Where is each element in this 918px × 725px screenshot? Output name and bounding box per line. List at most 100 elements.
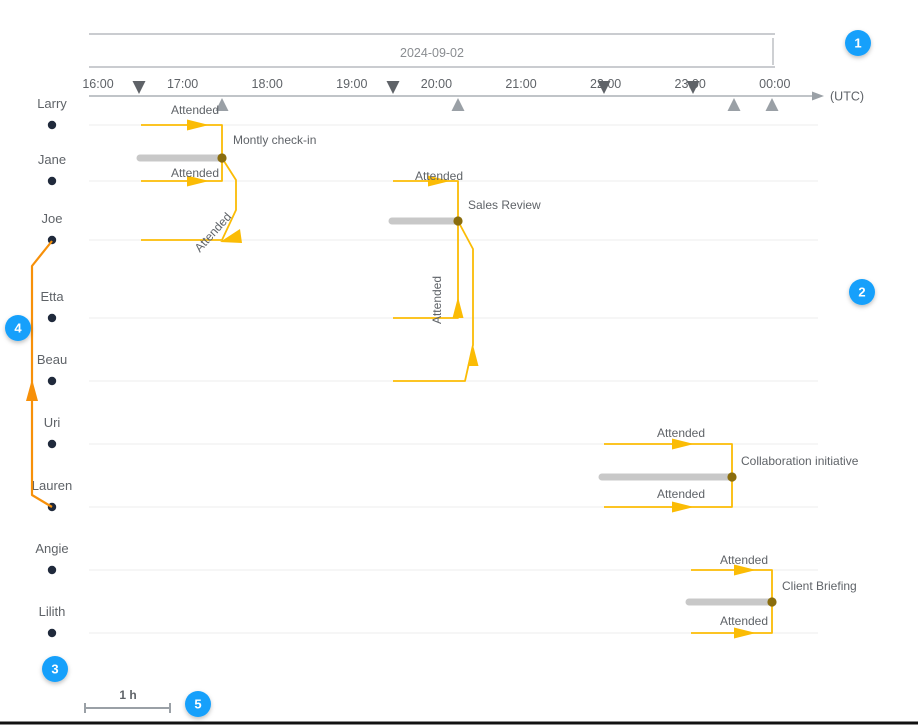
lane-label-etta: Etta xyxy=(40,289,64,304)
edge-client-briefing-lilith-label: Attended xyxy=(720,614,768,628)
axis-marker-up-3[interactable] xyxy=(727,98,741,111)
lane-label-angie: Angie xyxy=(35,541,68,556)
axis-tick-label-0: 16:00 xyxy=(82,77,113,91)
axis-tick-label-2: 18:00 xyxy=(252,77,283,91)
axis-marker-up-4[interactable] xyxy=(765,98,779,111)
lane-dot-larry[interactable] xyxy=(47,120,57,130)
edge-sales-review-etta-arrow-icon xyxy=(452,297,464,318)
event-anchor-sales-review[interactable] xyxy=(453,216,463,226)
edge-client-briefing-angie-label: Attended xyxy=(720,553,768,567)
edge-montly-check-in-joe-arrow-icon xyxy=(220,229,242,243)
axis-tick-label-5: 21:00 xyxy=(505,77,536,91)
edge-montly-check-in-joe-label: Attended xyxy=(192,210,235,255)
callout-badge-4[interactable]: 4 xyxy=(5,315,31,341)
edge-montly-check-in-joe[interactable] xyxy=(141,157,237,241)
lane-dot-beau[interactable] xyxy=(47,376,57,386)
axis-marker-up-2[interactable] xyxy=(451,98,465,111)
joe-to-lauren-connector-arrow-icon xyxy=(26,379,38,401)
event-anchor-montly-check-in[interactable] xyxy=(217,153,227,163)
edge-collaboration-initiative-lauren[interactable] xyxy=(604,477,733,508)
scalebar-label: 1 h xyxy=(119,688,136,702)
lane-label-lauren: Lauren xyxy=(32,478,72,493)
axis-marker-down-3[interactable] xyxy=(597,81,611,94)
event-title-sales-review: Sales Review xyxy=(468,198,541,212)
event-client-briefing[interactable]: Attended Attended Client Briefing xyxy=(685,553,857,639)
callout-badge-5[interactable]: 5 xyxy=(185,691,211,717)
event-anchor-client-briefing[interactable] xyxy=(767,597,777,607)
lane-connector-group[interactable] xyxy=(26,240,53,508)
axis-unit-label: (UTC) xyxy=(830,90,864,104)
edge-sales-review-jane[interactable] xyxy=(393,180,459,221)
date-header-group: 2024-09-02 xyxy=(89,33,775,68)
edge-montly-check-in-jane[interactable] xyxy=(141,158,223,182)
axis-tick-label-3: 19:00 xyxy=(336,77,367,91)
edge-sales-review-jane-label: Attended xyxy=(415,169,463,183)
axis-tick-label-4: 20:00 xyxy=(421,77,452,91)
callout-badge-4-label: 4 xyxy=(14,321,22,336)
callout-badge-2[interactable]: 2 xyxy=(849,279,875,305)
edge-client-briefing-angie[interactable] xyxy=(691,569,773,602)
date-header-label: 2024-09-02 xyxy=(400,46,464,60)
axis-marker-down-1[interactable] xyxy=(132,81,146,94)
event-montly-check-in[interactable]: Attended Attended Attended Montly check-in xyxy=(136,103,316,255)
axis-marker-down-4[interactable] xyxy=(686,81,700,94)
lane-dot-uri[interactable] xyxy=(47,439,57,449)
event-title-collaboration-initiative: Collaboration initiative xyxy=(741,454,859,468)
lane-dot-jane[interactable] xyxy=(47,176,57,186)
event-anchor-collaboration-initiative[interactable] xyxy=(727,472,737,482)
events-group[interactable]: Attended Attended Attended Montly check-in A… xyxy=(136,103,859,639)
axis-tick-label-1: 17:00 xyxy=(167,77,198,91)
callout-badge-3[interactable]: 3 xyxy=(42,656,68,682)
callout-badge-2-circle[interactable] xyxy=(849,279,875,305)
edge-collaboration-initiative-lauren-label: Attended xyxy=(657,487,705,501)
event-collaboration-initiative[interactable]: Attended Attended Collaboration initiative xyxy=(598,426,859,513)
lane-label-lilith: Lilith xyxy=(39,604,66,619)
callout-badge-3-label: 3 xyxy=(51,662,58,677)
edge-montly-check-in-jane-arrow-icon xyxy=(187,175,209,187)
axis-marker-up-1[interactable] xyxy=(215,98,229,111)
edge-montly-check-in-larry-arrow-icon xyxy=(187,119,209,131)
lane-label-jane: Jane xyxy=(38,152,66,167)
callout-badge-2-label: 2 xyxy=(858,285,865,300)
edge-client-briefing-angie-arrow-icon xyxy=(734,564,756,576)
edge-sales-review-beau-arrow-icon xyxy=(467,345,479,366)
edge-sales-review-etta-label: Attended xyxy=(430,276,444,324)
edge-collaboration-initiative-uri[interactable] xyxy=(604,443,733,477)
edge-sales-review-jane-arrow-icon xyxy=(428,175,450,187)
joe-to-lauren-connector[interactable] xyxy=(30,240,53,508)
row-gridlines-group xyxy=(89,124,818,634)
axis-arrow-icon xyxy=(812,91,824,101)
lane-label-joe: Joe xyxy=(42,211,63,226)
lane-label-uri: Uri xyxy=(44,415,61,430)
lane-label-larry: Larry xyxy=(37,96,67,111)
callout-badge-1-label: 1 xyxy=(854,36,861,51)
event-sales-review[interactable]: Attended Attended Sales Review xyxy=(388,169,541,382)
axis-tick-label-8: 00:00 xyxy=(759,77,790,91)
event-title-montly-check-in: Montly check-in xyxy=(233,133,316,147)
axis-marker-down-2[interactable] xyxy=(386,81,400,94)
callout-badge-4-circle[interactable] xyxy=(5,315,31,341)
edge-client-briefing-lilith[interactable] xyxy=(691,602,773,634)
lane-dot-lilith[interactable] xyxy=(47,628,57,638)
callout-badges-group[interactable]: 1 2 3 4 5 xyxy=(5,30,875,717)
lane-label-beau: Beau xyxy=(37,352,67,367)
participant-lanes-group[interactable]: Larry Jane Joe Etta Beau Uri Lauren Angie Lilith xyxy=(32,96,72,638)
edge-sales-review-etta[interactable] xyxy=(393,221,459,319)
edge-montly-check-in-larry-label: Attended xyxy=(171,103,219,117)
scalebar-group: 1 h xyxy=(84,688,171,713)
edge-client-briefing-lilith-arrow-icon xyxy=(734,627,756,639)
callout-badge-5-circle[interactable] xyxy=(185,691,211,717)
edge-collaboration-initiative-uri-arrow-icon xyxy=(672,438,694,450)
callout-badge-5-label: 5 xyxy=(194,697,201,712)
lane-dot-etta[interactable] xyxy=(47,313,57,323)
edge-collaboration-initiative-uri-label: Attended xyxy=(657,426,705,440)
edge-montly-check-in-larry[interactable] xyxy=(141,124,223,158)
callout-badge-1-circle[interactable] xyxy=(845,30,871,56)
lane-dot-angie[interactable] xyxy=(47,565,57,575)
callout-badge-3-circle[interactable] xyxy=(42,656,68,682)
edge-collaboration-initiative-lauren-arrow-icon xyxy=(672,501,694,513)
time-axis-group[interactable]: (UTC)16:0017:0018:0019:0020:0021:0022:00… xyxy=(82,77,864,111)
callout-badge-1[interactable]: 1 xyxy=(845,30,871,56)
